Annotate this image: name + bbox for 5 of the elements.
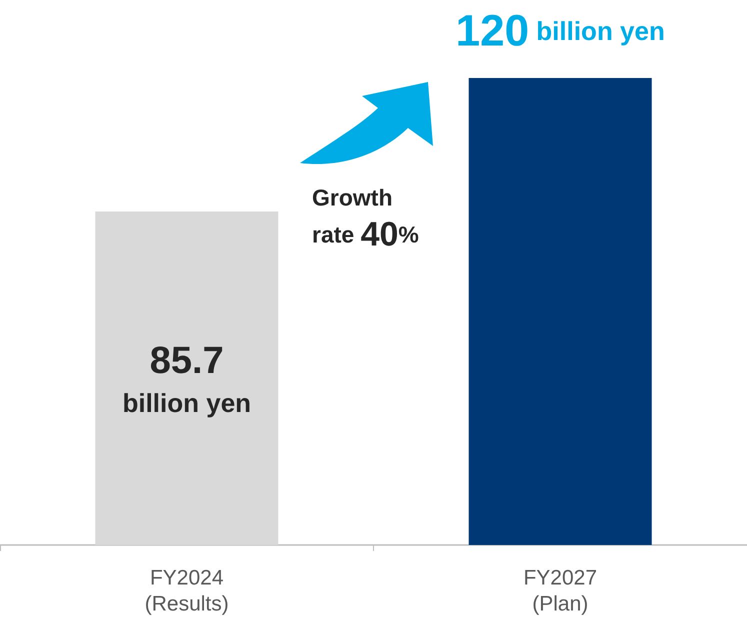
annotation: Growth rate 40%	[312, 184, 419, 254]
data-label: 85.7 billion yen	[122, 340, 252, 418]
data-label: 120 billion yen	[456, 6, 665, 56]
x-tick-label: FY2024 (Results)	[144, 566, 229, 616]
x-tick-label: FY2027 (Plan)	[523, 566, 598, 616]
